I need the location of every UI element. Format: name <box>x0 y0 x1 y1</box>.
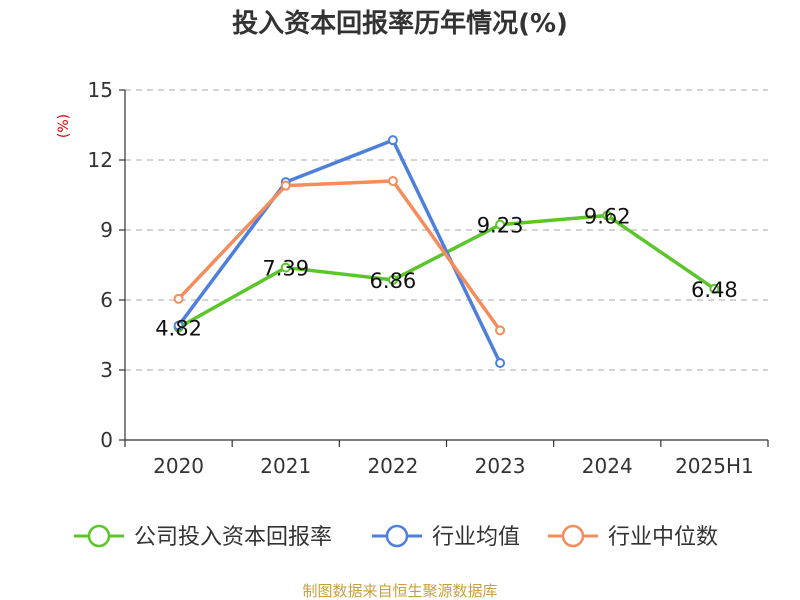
series-line-1 <box>176 138 502 365</box>
series-point-1 <box>173 320 184 331</box>
y-tick-label: 15 <box>88 78 113 102</box>
data-label: 6.86 <box>370 269 417 293</box>
x-tick-label: 2022 <box>367 454 418 478</box>
data-label: 6.48 <box>691 278 738 302</box>
data-label: 7.39 <box>262 257 309 281</box>
series-point-0 <box>709 283 720 294</box>
series-point-0 <box>495 219 506 230</box>
legend-swatch-marker <box>385 524 409 548</box>
legend-label: 行业均值 <box>432 525 520 550</box>
chart-title: 投入资本回报率历年情况(%) <box>232 8 568 39</box>
y-tick-label: 3 <box>100 358 113 382</box>
series-line-0 <box>176 213 717 330</box>
axes-layer: 0 3 6 9 12 15 2020 2021 2022 2023 2024 2025H1 <box>88 78 769 478</box>
x-tick-label: 2020 <box>153 454 204 478</box>
x-tick-label: 2025H1 <box>675 454 754 478</box>
y-tick-label: 6 <box>100 288 113 312</box>
series-point-0 <box>602 210 613 221</box>
x-tick-label: 2021 <box>260 454 311 478</box>
y-axis-label: (%) <box>56 114 72 138</box>
series-point-0 <box>280 262 291 273</box>
y-tick-label: 0 <box>100 428 113 452</box>
series-point-1 <box>495 358 506 368</box>
series-point-2 <box>387 176 398 186</box>
series-point-1 <box>387 135 398 146</box>
legend-swatch-marker <box>87 524 111 548</box>
legend: 公司投入资本回报率 行业均值 行业中位数 <box>74 524 718 550</box>
series-point-2 <box>173 293 184 304</box>
grid-layer <box>125 89 768 371</box>
legend-label: 公司投入资本回报率 <box>134 525 332 550</box>
data-label: 9.62 <box>584 205 631 229</box>
series-point-2 <box>280 180 291 191</box>
y-tick-label: 9 <box>100 218 113 242</box>
data-labels-layer: 4.82 7.39 6.86 9.23 9.62 6.48 <box>155 205 738 341</box>
legend-swatch-marker <box>561 524 585 548</box>
legend-label: 行业中位数 <box>608 525 718 550</box>
series-point-2 <box>495 325 506 336</box>
legend-item-1[interactable]: 行业均值 <box>372 524 520 550</box>
legend-item-2[interactable]: 行业中位数 <box>548 524 718 550</box>
series-line-2 <box>176 179 502 333</box>
x-tick-label: 2024 <box>582 454 633 478</box>
series-point-0 <box>387 274 398 285</box>
data-label: 9.23 <box>477 214 524 238</box>
x-tick-label: 2023 <box>475 454 526 478</box>
series-layer <box>173 135 720 368</box>
data-label: 4.82 <box>155 317 202 341</box>
y-tick-label: 12 <box>88 148 113 172</box>
legend-item-0[interactable]: 公司投入资本回报率 <box>74 524 332 550</box>
source-note: 制图数据来自恒生聚源数据库 <box>302 582 497 600</box>
